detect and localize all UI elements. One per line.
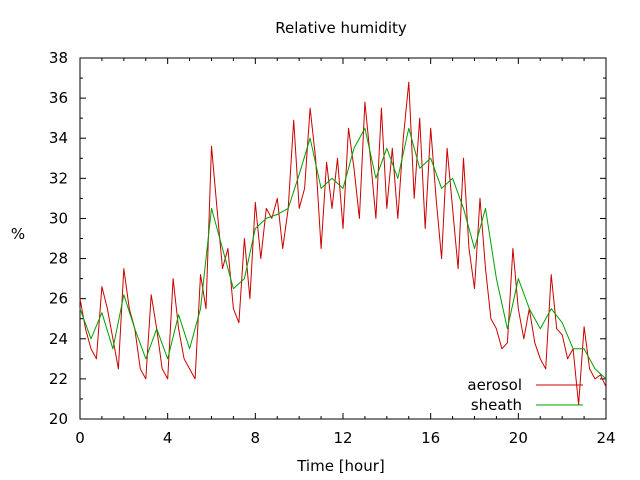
x-ticks: 0 4 8 12 16 20 24 bbox=[75, 58, 616, 447]
x-tick-label: 16 bbox=[421, 429, 440, 447]
series-line-aerosol bbox=[79, 81, 607, 406]
legend-label: aerosol bbox=[467, 376, 522, 394]
x-tick-label: 4 bbox=[163, 429, 173, 447]
y-axis-label: % bbox=[11, 225, 25, 243]
y-tick-label: 28 bbox=[49, 250, 68, 268]
x-tick-label: 12 bbox=[333, 429, 352, 447]
legend-label: sheath bbox=[471, 396, 522, 414]
y-tick-label: 30 bbox=[49, 209, 68, 227]
chart-title: Relative humidity bbox=[275, 19, 407, 37]
y-tick-label: 34 bbox=[49, 129, 68, 147]
y-tick-label: 22 bbox=[49, 370, 68, 388]
plot-frame bbox=[79, 57, 607, 420]
x-tick-label: 8 bbox=[251, 429, 261, 447]
x-tick-label: 20 bbox=[509, 429, 528, 447]
x-tick-label: 24 bbox=[596, 429, 615, 447]
y-tick-label: 38 bbox=[49, 49, 68, 67]
y-ticks: 20 22 24 26 28 30 32 34 36 38 bbox=[49, 49, 606, 428]
y-tick-label: 24 bbox=[49, 330, 68, 348]
y-tick-label: 36 bbox=[49, 89, 68, 107]
x-axis-label: Time [hour] bbox=[296, 457, 385, 475]
y-tick-label: 20 bbox=[49, 410, 68, 428]
legend: aerosol sheath bbox=[467, 376, 583, 414]
series-line-sheath bbox=[79, 127, 607, 380]
y-tick-label: 32 bbox=[49, 169, 68, 187]
x-tick-label: 0 bbox=[75, 429, 85, 447]
series-lines bbox=[79, 81, 607, 406]
y-tick-label: 26 bbox=[49, 290, 68, 308]
